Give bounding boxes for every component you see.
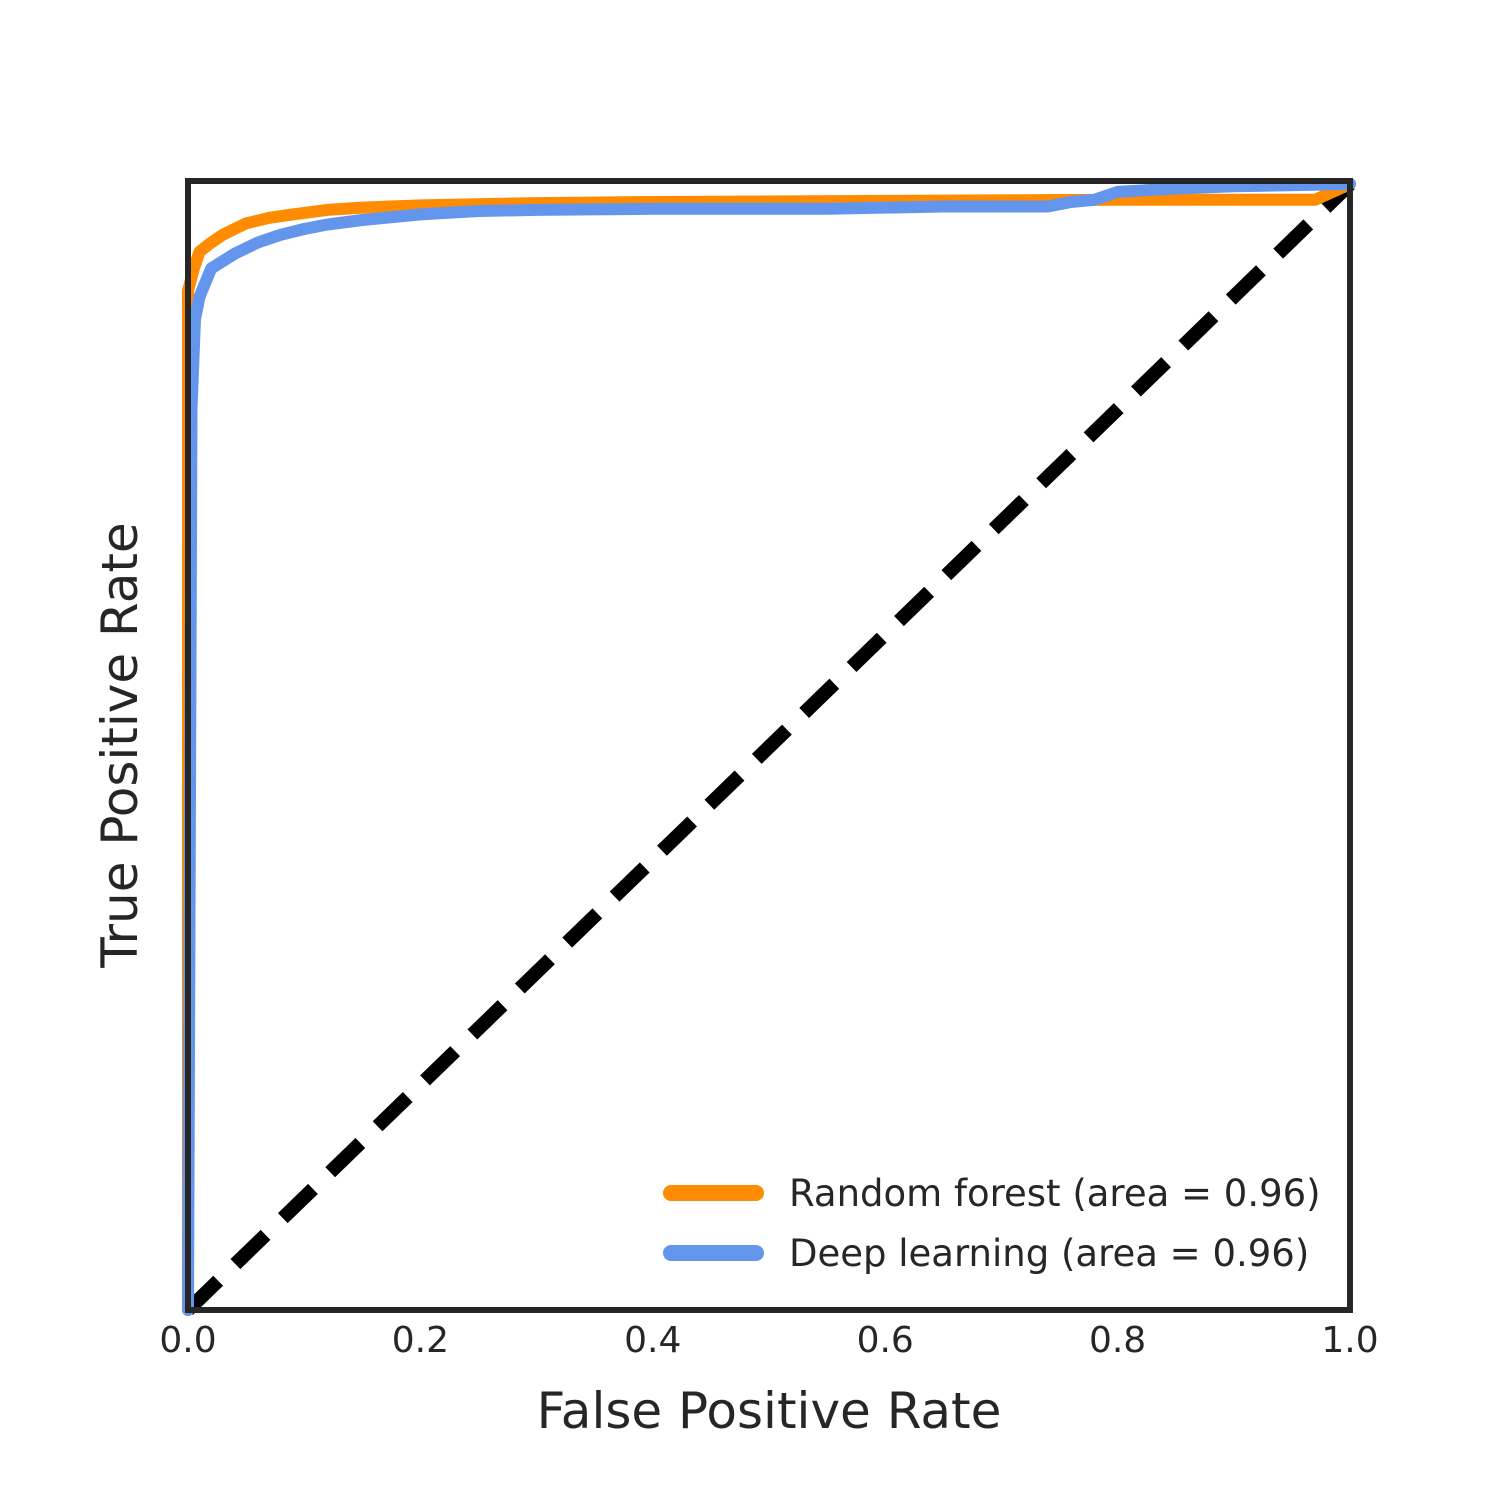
chance-reference-line — [183, 178, 1355, 1316]
legend-label: Random forest (area = 0.96) — [789, 1172, 1321, 1215]
series-line-deep-learning — [182, 178, 1356, 1316]
legend: Random forest (area = 0.96) Deep learning… — [663, 1172, 1321, 1275]
x-tick-label: 0.4 — [624, 1320, 681, 1361]
x-tick-label: 0.2 — [392, 1320, 449, 1361]
x-tick-label: 0.0 — [159, 1320, 216, 1361]
x-tick-label: 0.6 — [857, 1320, 914, 1361]
x-axis-label: False Positive Rate — [537, 1382, 1002, 1440]
y-axis-label: True Positive Rate — [91, 522, 149, 968]
legend-label: Deep learning (area = 0.96) — [789, 1232, 1309, 1275]
plot-area — [182, 178, 1356, 1316]
plot-frame — [185, 178, 1353, 1313]
x-tick-label: 1.0 — [1321, 1320, 1378, 1361]
x-axis-ticks: 0.0 0.2 0.4 0.6 0.8 1.0 — [159, 1320, 1378, 1361]
x-tick-label: 0.8 — [1089, 1320, 1146, 1361]
